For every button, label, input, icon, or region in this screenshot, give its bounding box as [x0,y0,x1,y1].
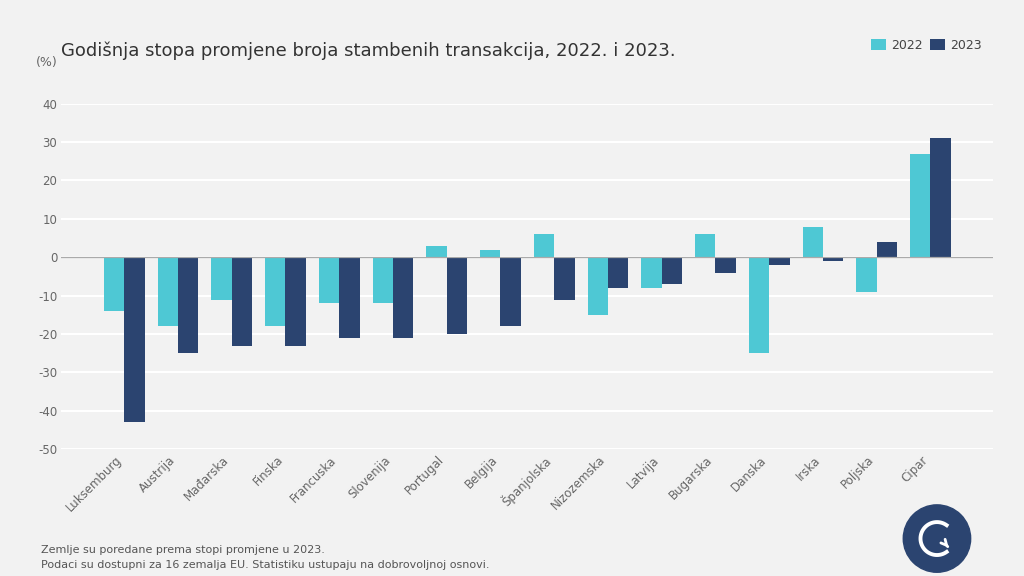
Circle shape [903,505,971,573]
Bar [554,257,574,300]
Text: Zemlje su poredane prema stopi promjene u 2023.
Podaci su dostupni za 16 zemalja: Zemlje su poredane prema stopi promjene … [41,545,489,570]
Bar [103,257,124,311]
Bar [695,234,716,257]
Bar [178,257,199,353]
Bar [588,257,608,315]
Bar [931,138,951,257]
Bar [480,249,501,257]
Bar [641,257,662,288]
Text: (%): (%) [36,56,57,69]
Bar [446,257,467,334]
Bar [318,257,339,304]
Bar [716,257,736,272]
Bar [158,257,178,327]
Bar [124,257,144,422]
Bar [426,246,446,257]
Bar [265,257,286,327]
Text: Godišnja stopa promjene broja stambenih transakcija, 2022. i 2023.: Godišnja stopa promjene broja stambenih … [61,42,676,60]
Bar [211,257,231,300]
Bar [501,257,521,327]
Bar [286,257,306,346]
Legend: 2022, 2023: 2022, 2023 [866,34,987,57]
Bar [749,257,769,353]
Bar [608,257,629,288]
Bar [769,257,790,265]
Bar [231,257,252,346]
Bar [662,257,682,284]
Bar [373,257,393,304]
Bar [856,257,877,292]
Bar [910,154,931,257]
Bar [823,257,844,261]
Bar [393,257,414,338]
Bar [339,257,359,338]
Bar [534,234,554,257]
Bar [803,226,823,257]
Bar [877,242,897,257]
